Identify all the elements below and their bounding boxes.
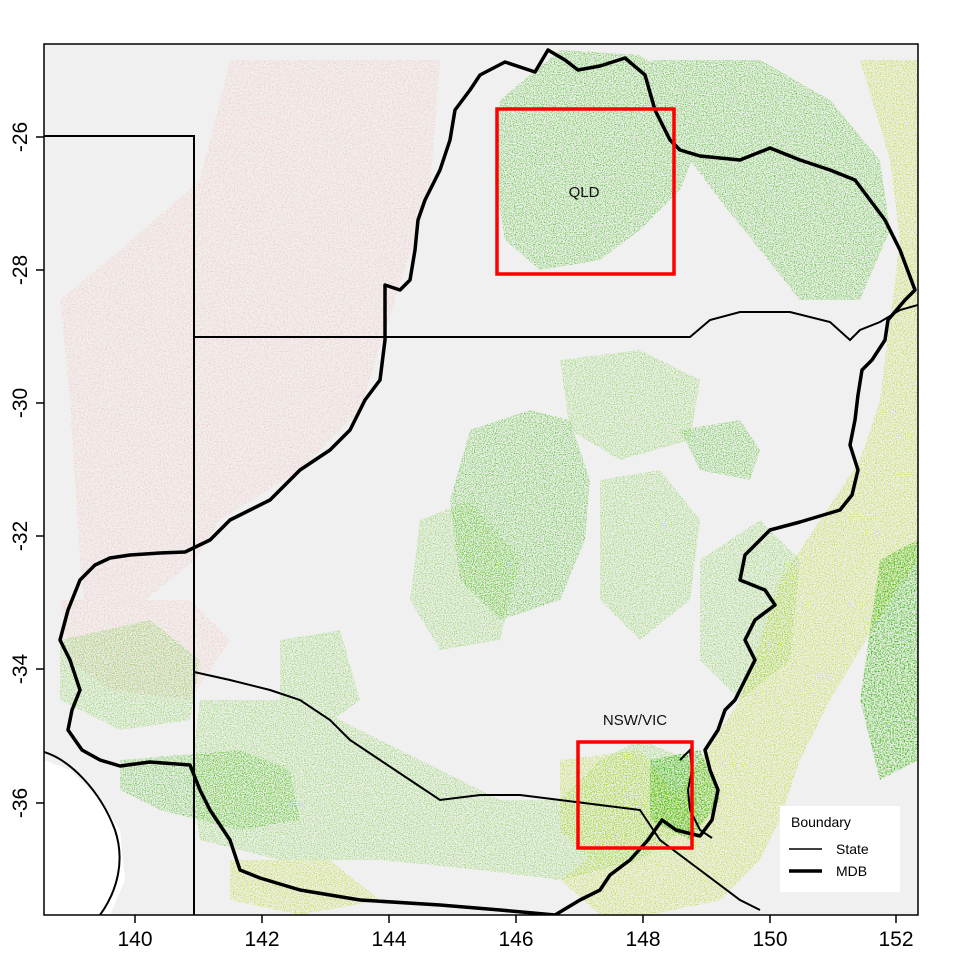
study-area-nsw-vic: [576, 740, 694, 850]
x-axis: 140 142 144 146 148 150 152: [117, 915, 914, 951]
study-area-qld: [495, 107, 676, 276]
legend-item-mdb: MDB: [789, 863, 867, 879]
x-tick: 146: [498, 915, 534, 951]
x-tick-label: 142: [244, 928, 279, 951]
y-tick-label: -32: [9, 521, 32, 551]
x-tick-label: 152: [878, 928, 913, 951]
y-tick: -28: [9, 255, 44, 285]
x-tick-label: 150: [752, 928, 787, 951]
state-boundary-se: [679, 747, 713, 839]
y-tick-label: -28: [9, 255, 32, 285]
x-tick-label: 140: [117, 928, 152, 951]
raster-layer: [44, 48, 918, 915]
x-tick: 140: [117, 915, 153, 951]
y-tick: -30: [9, 388, 44, 418]
region-label-nsw-vic: NSW/VIC: [603, 712, 667, 729]
region-label-qld: QLD: [569, 184, 600, 201]
y-tick-label: -36: [9, 788, 32, 818]
legend-title: Boundary: [791, 814, 851, 830]
y-tick: -26: [9, 122, 44, 152]
y-tick-label: -26: [9, 122, 32, 152]
y-tick-label: -30: [9, 388, 32, 418]
x-tick-label: 144: [371, 928, 406, 951]
y-tick: -32: [9, 521, 44, 551]
y-tick-label: -34: [9, 654, 32, 685]
plot-frame: [43, 43, 919, 916]
x-tick: 150: [752, 915, 788, 951]
y-tick: -34: [9, 654, 44, 685]
legend-label-mdb: MDB: [836, 863, 867, 879]
mdb-boundary: [58, 48, 917, 915]
legend-item-state: State: [789, 841, 869, 857]
x-tick-label: 146: [498, 928, 533, 951]
x-tick-label: 148: [625, 928, 660, 951]
y-tick: -36: [9, 788, 44, 818]
x-tick: 144: [371, 915, 407, 951]
ocean: [44, 760, 125, 915]
vegetation-coast: [650, 540, 918, 840]
x-tick: 152: [878, 915, 914, 951]
y-axis: -26 -28 -30 -32 -34 -36: [9, 122, 44, 818]
legend-label-state: State: [836, 841, 869, 857]
x-tick: 142: [244, 915, 280, 951]
legend: Boundary State MDB: [780, 806, 900, 892]
state-boundaries: [44, 135, 918, 915]
x-tick: 148: [625, 915, 661, 951]
